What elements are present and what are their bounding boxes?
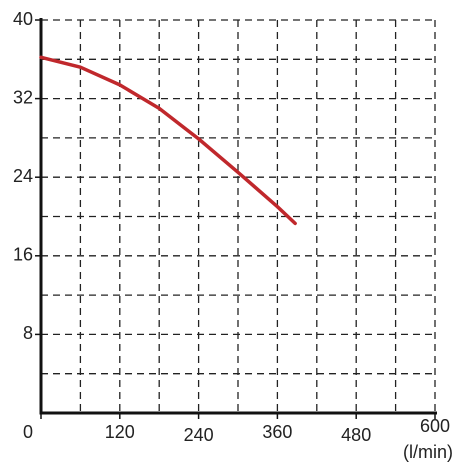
x-tick-label: 360 bbox=[262, 422, 292, 442]
y-tick-label: 40 bbox=[13, 9, 33, 29]
line-series bbox=[39, 55, 297, 226]
y-tick-label: 16 bbox=[13, 245, 33, 265]
x-tick-label: 480 bbox=[341, 425, 371, 445]
x-tick-label: 120 bbox=[105, 422, 135, 442]
x-tick-label: 240 bbox=[184, 425, 214, 445]
y-tick-label: 24 bbox=[13, 166, 33, 186]
x-axis-label: (l/min) bbox=[403, 442, 453, 462]
y-tick-label: 8 bbox=[23, 323, 33, 343]
x-tick-label: 0 bbox=[23, 422, 33, 442]
y-tick-label: 32 bbox=[13, 87, 33, 107]
x-tick-label: 600 bbox=[420, 416, 450, 436]
